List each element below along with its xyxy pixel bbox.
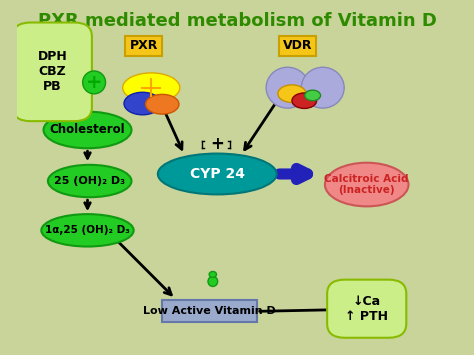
FancyBboxPatch shape [125,36,162,56]
Ellipse shape [41,214,134,246]
Ellipse shape [48,165,131,197]
Circle shape [209,272,217,277]
Text: Low Active Vitamin D: Low Active Vitamin D [143,306,276,316]
Text: 1α,25 (OH)₂ D₃: 1α,25 (OH)₂ D₃ [45,225,130,235]
Ellipse shape [123,73,180,103]
Ellipse shape [278,85,306,103]
Ellipse shape [208,277,218,286]
FancyBboxPatch shape [162,300,257,322]
Ellipse shape [305,90,320,101]
Text: 25 (OH)₂ D₃: 25 (OH)₂ D₃ [54,176,125,186]
Text: +: + [86,73,102,92]
Ellipse shape [124,92,161,115]
Text: +: + [210,135,224,153]
Text: Calcitroic Acid
(Inactive): Calcitroic Acid (Inactive) [325,174,409,195]
Text: Cholesterol: Cholesterol [50,124,125,136]
Ellipse shape [292,93,317,109]
Ellipse shape [325,163,409,206]
Ellipse shape [146,94,179,114]
Text: DPH
CBZ
PB: DPH CBZ PB [37,50,67,93]
Ellipse shape [301,67,344,108]
Text: VDR: VDR [283,39,312,52]
Ellipse shape [266,67,309,108]
FancyBboxPatch shape [327,280,406,338]
Text: PXR: PXR [129,39,158,52]
Text: CYP 24: CYP 24 [190,167,245,181]
Text: PXR mediated metabolism of Vitamin D: PXR mediated metabolism of Vitamin D [37,12,437,30]
Ellipse shape [44,111,131,148]
Text: ↓Ca
↑ PTH: ↓Ca ↑ PTH [345,295,388,323]
FancyBboxPatch shape [13,22,92,121]
FancyBboxPatch shape [279,36,316,56]
Ellipse shape [158,154,276,195]
